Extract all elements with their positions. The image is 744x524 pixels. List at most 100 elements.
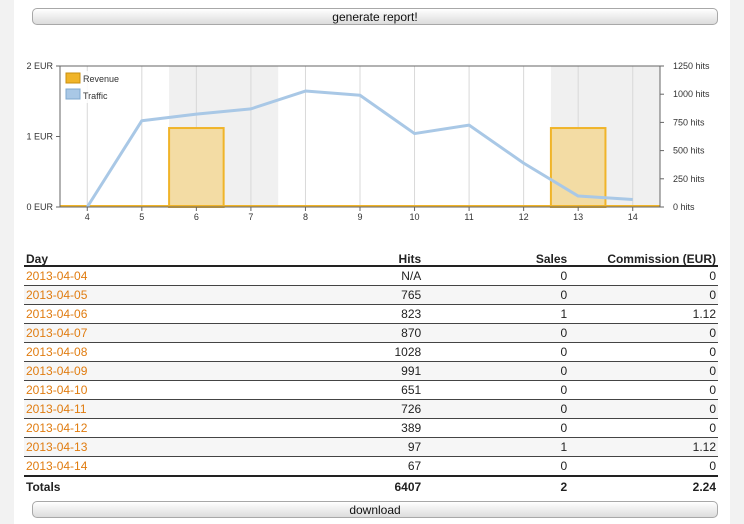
- commission-cell: 0: [569, 266, 718, 286]
- sales-cell: 0: [423, 342, 570, 362]
- col-header-commission: Commission (EUR): [569, 253, 718, 267]
- legend-traffic-label: Traffic: [83, 91, 108, 101]
- left-axis-tick-label: 2 EUR: [26, 61, 53, 71]
- totals-commission: 2.24: [569, 475, 718, 496]
- x-axis-tick-label: 13: [573, 212, 583, 222]
- day-link[interactable]: 2013-04-07: [26, 326, 88, 340]
- day-link[interactable]: 2013-04-06: [26, 307, 88, 321]
- day-link[interactable]: 2013-04-08: [26, 345, 88, 359]
- traffic-line: [86, 89, 633, 208]
- hits-cell: 67: [333, 456, 424, 477]
- right-axis-tick-label: 500 hits: [673, 146, 705, 156]
- hits-cell: 651: [333, 380, 424, 400]
- day-cell: 2013-04-13: [24, 437, 334, 457]
- day-cell: 2013-04-14: [24, 456, 334, 477]
- table-header-row: Day Hits Sales Commission (EUR): [24, 253, 718, 267]
- hits-cell: 726: [333, 399, 424, 419]
- legend-revenue-swatch: [65, 72, 81, 84]
- commission-cell: 0: [569, 456, 718, 477]
- right-axis-tick-label: 0 hits: [673, 202, 695, 212]
- table-row: 2013-04-09 991 0 0: [24, 361, 718, 381]
- sales-cell: 0: [423, 285, 570, 305]
- day-cell: 2013-04-12: [24, 418, 334, 438]
- hits-cell: 991: [333, 361, 424, 381]
- right-axis-tick-label: 1250 hits: [673, 61, 710, 71]
- sales-cell: 1: [423, 304, 570, 324]
- hits-cell: 1028: [333, 342, 424, 362]
- day-link[interactable]: 2013-04-10: [26, 383, 88, 397]
- day-cell: 2013-04-07: [24, 323, 334, 343]
- commission-cell: 0: [569, 342, 718, 362]
- right-axis-tick-label: 250 hits: [673, 174, 705, 184]
- x-axis-tick-label: 7: [248, 212, 253, 222]
- day-cell: 2013-04-05: [24, 285, 334, 305]
- revenue-bar: [168, 127, 225, 208]
- totals-hits: 6407: [333, 475, 424, 496]
- commission-cell: 0: [569, 361, 718, 381]
- hits-cell: 389: [333, 418, 424, 438]
- x-axis-tick-label: 5: [139, 212, 144, 222]
- sales-cell: 0: [423, 399, 570, 419]
- col-header-hits: Hits: [333, 253, 424, 267]
- day-link[interactable]: 2013-04-13: [26, 440, 88, 454]
- hits-cell: 870: [333, 323, 424, 343]
- sales-cell: 0: [423, 361, 570, 381]
- left-axis-tick-label: 0 EUR: [26, 202, 53, 212]
- commission-cell: 0: [569, 285, 718, 305]
- day-cell: 2013-04-10: [24, 380, 334, 400]
- hits-cell: N/A: [333, 266, 424, 286]
- day-link[interactable]: 2013-04-09: [26, 364, 88, 378]
- table-row: 2013-04-13 97 1 1.12: [24, 437, 718, 457]
- table-row: 2013-04-07 870 0 0: [24, 323, 718, 343]
- download-button[interactable]: download: [32, 501, 718, 518]
- hits-cell: 97: [333, 437, 424, 457]
- report-table: Day Hits Sales Commission (EUR) 2013-04-…: [24, 253, 718, 496]
- day-link[interactable]: 2013-04-14: [26, 459, 88, 473]
- totals-row: Totals 6407 2 2.24: [24, 475, 718, 496]
- day-cell: 2013-04-04: [24, 266, 334, 286]
- totals-sales: 2: [423, 475, 570, 496]
- revenue-traffic-chart: 0 EUR 1 EUR 2 EUR 0 hits 250 hits 500 hits 750…: [26, 61, 710, 222]
- day-cell: 2013-04-08: [24, 342, 334, 362]
- commission-cell: 0: [569, 323, 718, 343]
- table-row: 2013-04-14 67 0 0: [24, 456, 718, 477]
- x-axis-tick-label: 6: [194, 212, 199, 222]
- sales-cell: 1: [423, 437, 570, 457]
- x-axis-tick-label: 4: [85, 212, 90, 222]
- col-header-day: Day: [24, 253, 334, 267]
- day-link[interactable]: 2013-04-04: [26, 269, 88, 283]
- table-row: 2013-04-11 726 0 0: [24, 399, 718, 419]
- commission-cell: 1.12: [569, 304, 718, 324]
- sales-cell: 0: [423, 380, 570, 400]
- x-axis-tick-label: 12: [519, 212, 529, 222]
- day-link[interactable]: 2013-04-12: [26, 421, 88, 435]
- hits-cell: 823: [333, 304, 424, 324]
- x-axis-tick-label: 8: [303, 212, 308, 222]
- table-row: 2013-04-08 1028 0 0: [24, 342, 718, 362]
- col-header-sales: Sales: [423, 253, 570, 267]
- day-link[interactable]: 2013-04-11: [26, 402, 87, 416]
- day-cell: 2013-04-11: [24, 399, 334, 419]
- revenue-bar: [549, 127, 607, 208]
- sales-cell: 0: [423, 418, 570, 438]
- right-axis-tick-label: 750 hits: [673, 117, 705, 127]
- legend-traffic-swatch: [65, 88, 81, 100]
- x-axis-tick-label: 11: [464, 212, 473, 222]
- commission-cell: 1.12: [569, 437, 718, 457]
- x-axis-tick-label: 10: [410, 212, 420, 222]
- day-cell: 2013-04-09: [24, 361, 334, 381]
- legend-revenue-label: Revenue: [83, 74, 119, 84]
- right-axis-tick-label: 1000 hits: [673, 89, 710, 99]
- table-row: 2013-04-06 823 1 1.12: [24, 304, 718, 324]
- day-link[interactable]: 2013-04-05: [26, 288, 88, 302]
- left-axis-tick-label: 1 EUR: [26, 132, 53, 142]
- sales-cell: 0: [423, 323, 570, 343]
- sales-cell: 0: [423, 456, 570, 477]
- commission-cell: 0: [569, 418, 718, 438]
- commission-cell: 0: [569, 399, 718, 419]
- generate-report-button[interactable]: generate report!: [32, 8, 718, 25]
- table-row: 2013-04-10 651 0 0: [24, 380, 718, 400]
- totals-label: Totals: [24, 475, 334, 496]
- commission-cell: 0: [569, 380, 718, 400]
- hits-cell: 765: [333, 285, 424, 305]
